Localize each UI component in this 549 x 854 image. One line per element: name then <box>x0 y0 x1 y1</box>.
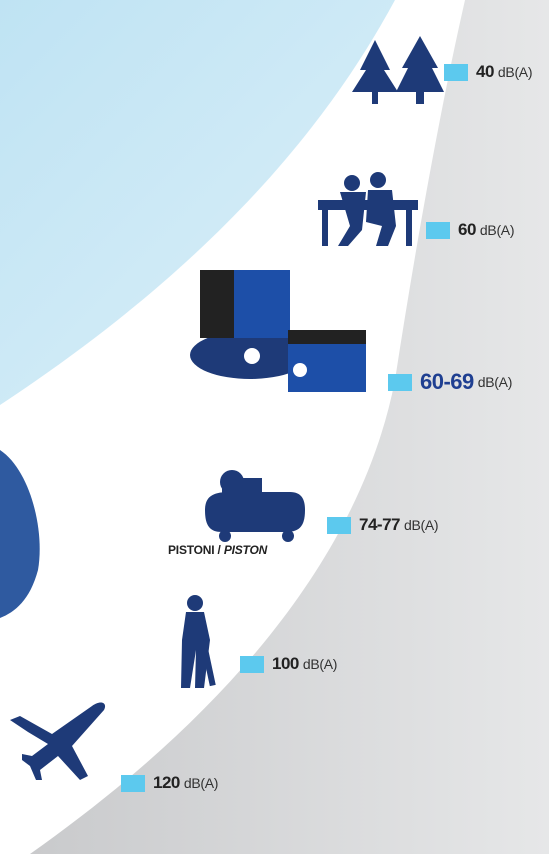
background <box>0 0 549 854</box>
level-row: 60-69 dB(A) <box>388 372 512 392</box>
bench <box>322 210 328 246</box>
level-marker <box>327 517 351 534</box>
level-unit: dB(A) <box>498 64 532 80</box>
caption: PISTONI / PISTON <box>168 543 267 557</box>
level-value: 120 <box>153 773 180 793</box>
dryer-top <box>288 330 366 344</box>
level-value: 60 <box>458 220 476 240</box>
logo <box>244 348 260 364</box>
level-row: 100 dB(A) <box>240 654 337 674</box>
level-unit: dB(A) <box>303 656 337 672</box>
caption-it: PISTONI <box>168 543 214 557</box>
wheel <box>219 530 231 542</box>
level-value: 40 <box>476 62 494 82</box>
wheel <box>282 530 294 542</box>
caption-en: PISTON <box>224 543 267 557</box>
level-unit: dB(A) <box>184 775 218 791</box>
level-unit: dB(A) <box>480 222 514 238</box>
level-row: 40 dB(A) <box>444 62 532 82</box>
person <box>370 172 386 188</box>
level-marker <box>240 656 264 673</box>
level-marker <box>388 374 412 391</box>
person <box>344 175 360 191</box>
plane <box>10 703 105 780</box>
person <box>366 190 396 246</box>
worker <box>187 595 203 611</box>
tree <box>396 36 444 104</box>
level-value: 60-69 <box>420 369 474 395</box>
level-row: 120 dB(A) <box>121 773 218 793</box>
circle-edge <box>0 450 40 618</box>
level-row: 60 dB(A) <box>426 220 514 240</box>
level-value: 100 <box>272 654 299 674</box>
level-marker <box>426 222 450 239</box>
level-row: 74-77 dB(A) <box>327 515 438 535</box>
bench <box>406 210 412 246</box>
level-marker <box>444 64 468 81</box>
compressor-panel <box>200 270 234 338</box>
flywheel <box>220 470 244 494</box>
page: 40 dB(A) 60 dB(A) 60-69 dB(A) 74-77 dB(A… <box>0 0 549 854</box>
level-unit: dB(A) <box>404 517 438 533</box>
caption-sep: / <box>218 543 221 557</box>
level-unit: dB(A) <box>478 374 512 390</box>
level-marker <box>121 775 145 792</box>
level-value: 74-77 <box>359 515 400 535</box>
logo <box>293 363 307 377</box>
